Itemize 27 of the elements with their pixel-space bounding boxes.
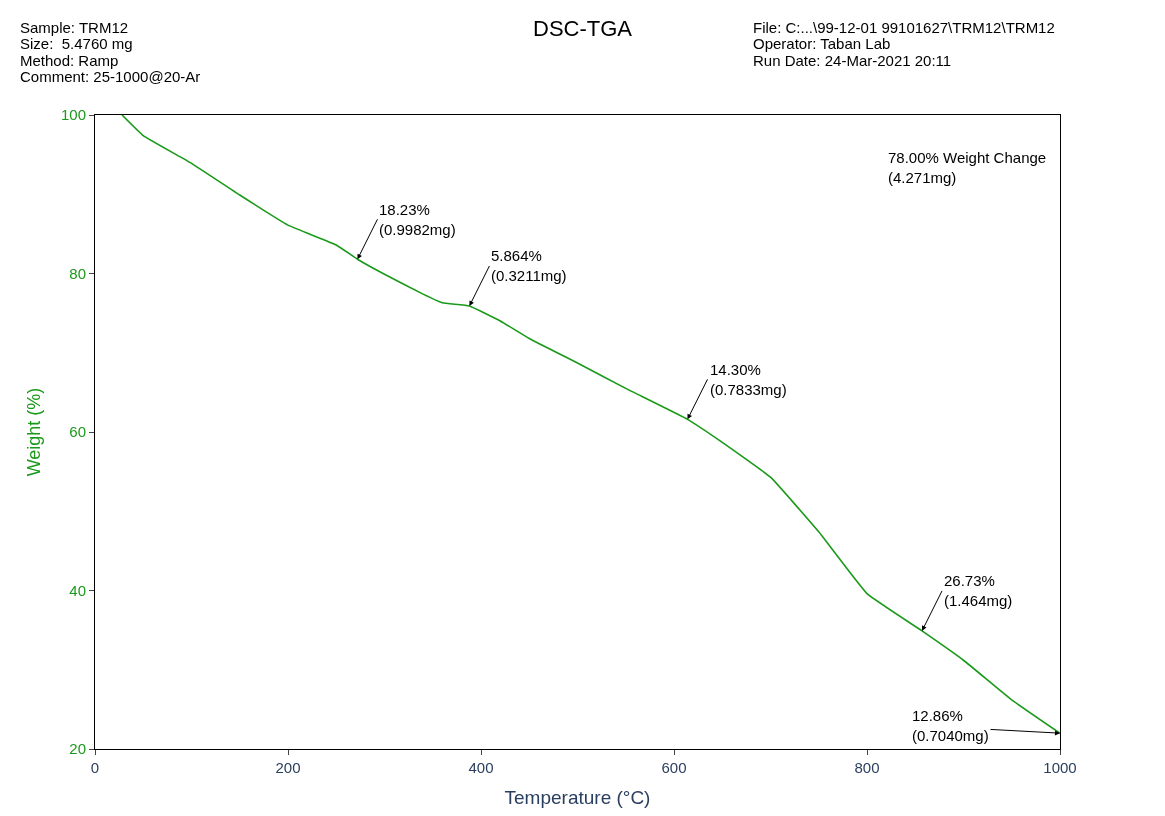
y-tick-label: 60 — [69, 423, 86, 441]
y-tick-label: 40 — [69, 581, 86, 599]
text: Size: 5.4760 mg — [20, 35, 133, 52]
x-tick-label: 1000 — [1043, 759, 1077, 776]
text: Comment: 25-1000@20-Ar — [20, 68, 201, 85]
y-tick-label: 80 — [69, 264, 86, 282]
annotation: 26.73% (1.464mg) — [944, 572, 1013, 609]
y-axis-title: Weight (%) — [24, 387, 45, 477]
y-tick-label: 100 — [60, 106, 86, 124]
x-tick-label: 0 — [90, 759, 100, 776]
x-tick-label: 200 — [275, 759, 301, 776]
text: File: C:...\99-12-01 99101627\TRM12\TRM12 — [753, 19, 1055, 36]
text: Sample: TRM12 — [20, 19, 129, 36]
annotation: 5.864% (0.3211mg) — [491, 247, 567, 284]
x-tick-label: 400 — [468, 759, 494, 776]
x-tick-label: 800 — [854, 759, 880, 776]
text: Run Date: 24-Mar-2021 20:11 — [753, 52, 952, 69]
annotation: 12.86% (0.7040mg) — [912, 707, 989, 744]
y-tick-label: 20 — [69, 740, 86, 758]
x-tick-label: 600 — [661, 759, 687, 776]
annotation: 78.00% Weight Change (4.271mg) — [888, 149, 1047, 186]
annotation: 18.23% (0.9982mg) — [379, 201, 456, 238]
text: Operator: Taban Lab — [753, 35, 891, 52]
chart-title: DSC-TGA — [533, 15, 633, 41]
annotation: 14.30% (0.7833mg) — [710, 361, 787, 398]
text: Method: Ramp — [20, 52, 119, 69]
x-axis-title: Temperature (°C) — [504, 786, 651, 808]
